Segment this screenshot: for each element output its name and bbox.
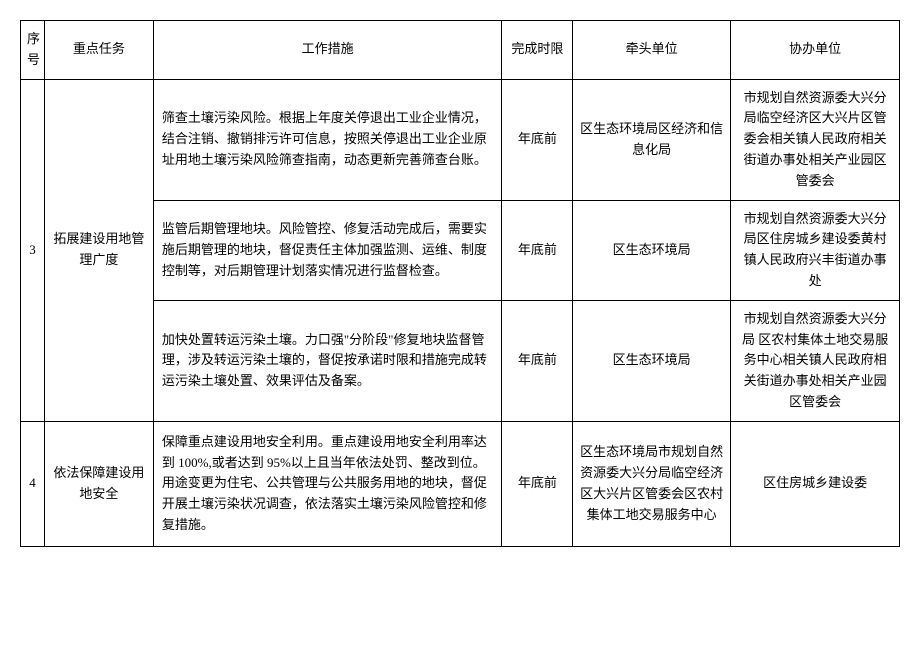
header-seq: 序号 bbox=[21, 21, 45, 80]
cell-deadline: 年底前 bbox=[502, 200, 573, 300]
cell-task: 依法保障建设用地安全 bbox=[44, 421, 153, 546]
cell-deadline: 年底前 bbox=[502, 421, 573, 546]
header-assist: 协办单位 bbox=[731, 21, 900, 80]
cell-lead: 区生态环境局市规划自然资源委大兴分局临空经济区大兴片区管委会区农村集体工地交易服… bbox=[573, 421, 731, 546]
cell-lead: 区生态环境局 bbox=[573, 300, 731, 421]
cell-measure: 保障重点建设用地安全利用。重点建设用地安全利用率达到 100%,或者达到 95%… bbox=[153, 421, 502, 546]
task-table: 序号 重点任务 工作措施 完成时限 牵头单位 协办单位 3 拓展建设用地管理广度… bbox=[20, 20, 900, 547]
cell-measure: 监管后期管理地块。风险管控、修复活动完成后，需要实施后期管理的地块，督促责任主体… bbox=[153, 200, 502, 300]
cell-measure: 加快处置转运污染土壤。力口强"分阶段"修复地块监督管理，涉及转运污染土壤的，督促… bbox=[153, 300, 502, 421]
table-row: 3 拓展建设用地管理广度 筛查土壤污染风险。根据上年度关停退出工业企业情况，结合… bbox=[21, 79, 900, 200]
header-row: 序号 重点任务 工作措施 完成时限 牵头单位 协办单位 bbox=[21, 21, 900, 80]
table-body: 3 拓展建设用地管理广度 筛查土壤污染风险。根据上年度关停退出工业企业情况，结合… bbox=[21, 79, 900, 546]
header-task: 重点任务 bbox=[44, 21, 153, 80]
header-measure: 工作措施 bbox=[153, 21, 502, 80]
cell-lead: 区生态环境局区经济和信息化局 bbox=[573, 79, 731, 200]
table-row: 4 依法保障建设用地安全 保障重点建设用地安全利用。重点建设用地安全利用率达到 … bbox=[21, 421, 900, 546]
header-deadline: 完成时限 bbox=[502, 21, 573, 80]
cell-assist: 市规划自然资源委大兴分局 区农村集体土地交易服务中心相关镇人民政府相关街道办事处… bbox=[731, 300, 900, 421]
cell-seq: 3 bbox=[21, 79, 45, 421]
cell-task: 拓展建设用地管理广度 bbox=[44, 79, 153, 421]
cell-assist: 区住房城乡建设委 bbox=[731, 421, 900, 546]
cell-lead: 区生态环境局 bbox=[573, 200, 731, 300]
cell-assist: 市规划自然资源委大兴分局区住房城乡建设委黄村镇人民政府兴丰街道办事处 bbox=[731, 200, 900, 300]
cell-seq: 4 bbox=[21, 421, 45, 546]
cell-measure: 筛查土壤污染风险。根据上年度关停退出工业企业情况，结合注销、撤销排污许可信息，按… bbox=[153, 79, 502, 200]
cell-deadline: 年底前 bbox=[502, 79, 573, 200]
header-lead: 牵头单位 bbox=[573, 21, 731, 80]
cell-deadline: 年底前 bbox=[502, 300, 573, 421]
cell-assist: 市规划自然资源委大兴分局临空经济区大兴片区管委会相关镇人民政府相关街道办事处相关… bbox=[731, 79, 900, 200]
